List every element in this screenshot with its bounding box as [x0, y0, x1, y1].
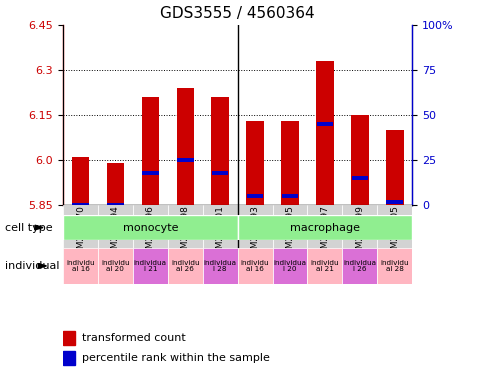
- Text: individu
al 26: individu al 26: [170, 260, 199, 272]
- Bar: [237, 205, 272, 261]
- Bar: [272, 205, 307, 261]
- Text: GSM257799: GSM257799: [355, 205, 363, 260]
- Text: GSM257770: GSM257770: [76, 205, 85, 260]
- Bar: [167, 248, 202, 284]
- Bar: [386, 200, 402, 204]
- Text: GSM257805: GSM257805: [390, 205, 398, 260]
- Bar: [316, 61, 333, 205]
- Bar: [106, 163, 124, 205]
- Text: individu
al 20: individu al 20: [101, 260, 130, 272]
- Text: GSM257798: GSM257798: [181, 205, 189, 260]
- Bar: [377, 248, 411, 284]
- Bar: [385, 130, 403, 205]
- Bar: [133, 248, 167, 284]
- Text: individu
al 16: individu al 16: [240, 260, 269, 272]
- Text: individu
al 16: individu al 16: [66, 260, 95, 272]
- Bar: [342, 248, 377, 284]
- Text: GSM257795: GSM257795: [285, 205, 294, 260]
- Text: individual: individual: [5, 261, 59, 271]
- Text: individua
l 20: individua l 20: [273, 260, 306, 272]
- Polygon shape: [38, 263, 46, 268]
- Bar: [72, 202, 89, 207]
- Text: monocyte: monocyte: [122, 222, 178, 233]
- Text: GSM257801: GSM257801: [215, 205, 224, 260]
- Bar: [63, 351, 75, 365]
- Bar: [307, 205, 342, 261]
- Text: individu
al 21: individu al 21: [310, 260, 339, 272]
- Bar: [237, 248, 272, 284]
- Title: GDS3555 / 4560364: GDS3555 / 4560364: [160, 6, 314, 21]
- Text: macrophage: macrophage: [289, 222, 359, 233]
- Bar: [177, 158, 193, 162]
- Bar: [98, 205, 133, 261]
- Bar: [63, 248, 98, 284]
- Polygon shape: [35, 225, 43, 230]
- Bar: [63, 205, 98, 261]
- Bar: [212, 171, 228, 175]
- Bar: [176, 88, 194, 205]
- Bar: [202, 205, 237, 261]
- Bar: [72, 157, 89, 205]
- Text: percentile rank within the sample: percentile rank within the sample: [82, 353, 270, 363]
- Bar: [107, 202, 123, 207]
- Bar: [350, 115, 368, 205]
- Text: GSM257796: GSM257796: [146, 205, 154, 260]
- Bar: [133, 205, 167, 261]
- Text: individua
l 21: individua l 21: [134, 260, 166, 272]
- Bar: [316, 122, 333, 126]
- Bar: [202, 248, 237, 284]
- Text: cell type: cell type: [5, 222, 52, 233]
- Bar: [377, 205, 411, 261]
- Text: GSM257793: GSM257793: [250, 205, 259, 260]
- Text: individua
l 26: individua l 26: [343, 260, 376, 272]
- Bar: [246, 194, 263, 199]
- Bar: [342, 205, 377, 261]
- Text: individu
al 28: individu al 28: [379, 260, 408, 272]
- Bar: [63, 215, 237, 240]
- Bar: [351, 176, 367, 180]
- Bar: [98, 248, 133, 284]
- Bar: [281, 121, 298, 205]
- Bar: [307, 248, 342, 284]
- Bar: [211, 97, 228, 205]
- Bar: [272, 248, 307, 284]
- Bar: [237, 215, 411, 240]
- Text: individua
l 28: individua l 28: [203, 260, 236, 272]
- Bar: [141, 97, 159, 205]
- Text: transformed count: transformed count: [82, 333, 186, 343]
- Text: GSM257794: GSM257794: [111, 205, 120, 260]
- Bar: [142, 171, 158, 175]
- Bar: [63, 331, 75, 345]
- Text: GSM257797: GSM257797: [320, 205, 329, 260]
- Bar: [281, 194, 298, 199]
- Bar: [246, 121, 263, 205]
- Bar: [167, 205, 202, 261]
